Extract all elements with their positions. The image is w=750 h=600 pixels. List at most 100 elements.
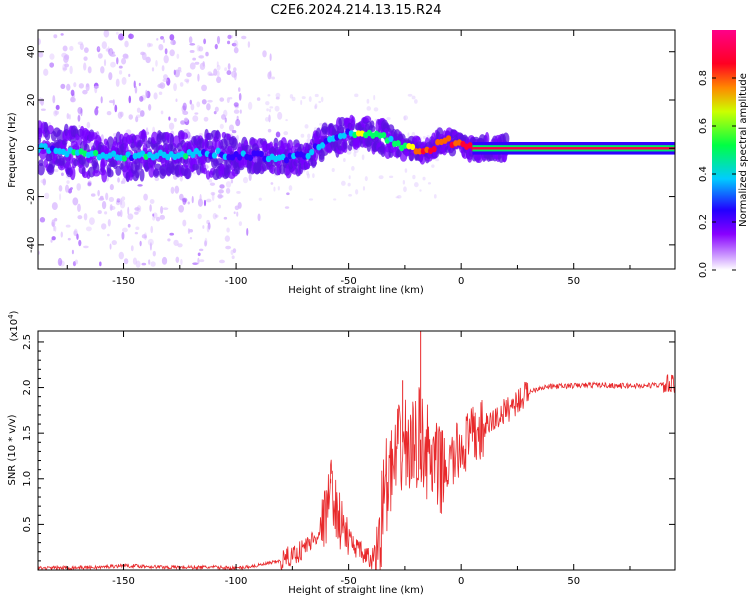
spectrogram-noise-mark bbox=[59, 193, 62, 201]
spectrogram-noise-mark bbox=[173, 69, 176, 76]
spectrogram-noise-mark bbox=[128, 95, 132, 104]
spectrogram-noise-mark bbox=[318, 100, 322, 104]
spectrogram-noise-mark bbox=[155, 59, 158, 67]
spectrogram-noise-mark bbox=[203, 38, 207, 45]
spectrogram-noise-mark bbox=[83, 62, 87, 71]
spectrogram-noise-mark bbox=[155, 216, 161, 222]
spectrogram-noise-mark bbox=[179, 82, 184, 87]
spectrogram-noise-mark bbox=[49, 53, 55, 60]
spectrogram-noise-mark bbox=[169, 34, 175, 41]
spectrogram-noise-mark bbox=[139, 95, 144, 102]
spectrogram-noise-mark bbox=[161, 256, 168, 265]
spectrogram-noise-mark bbox=[149, 242, 152, 251]
spectrogram-band-mark bbox=[369, 120, 375, 129]
spectrogram-noise-mark bbox=[39, 217, 46, 223]
spectrogram-noise-mark bbox=[175, 256, 180, 263]
spectrogram-noise-mark bbox=[233, 102, 239, 107]
spectrogram-noise-mark bbox=[256, 97, 261, 101]
spectrogram-noise-mark bbox=[76, 233, 79, 240]
spectrogram-band-mark bbox=[38, 159, 44, 167]
spectrogram-noise-mark bbox=[433, 194, 437, 199]
spectrogram-ridge-mark bbox=[262, 155, 268, 163]
spectrogram-noise-mark bbox=[135, 116, 139, 123]
spectrogram-xlabel: Height of straight line (km) bbox=[288, 285, 424, 296]
snr-ytick-label: 1.0 bbox=[22, 471, 33, 487]
spectrogram-noise-mark bbox=[110, 205, 116, 210]
colorbar-tick-label: 0.8 bbox=[698, 70, 709, 86]
spectrogram-noise-mark bbox=[210, 191, 216, 196]
spectrogram-noise-mark bbox=[320, 96, 324, 103]
spectrogram-noise-mark bbox=[118, 65, 123, 69]
spectrogram-noise-mark bbox=[203, 116, 209, 122]
spectrogram-noise-mark bbox=[144, 235, 147, 239]
spectrogram-xtick-label: -150 bbox=[112, 276, 135, 287]
spectrogram-noise-mark bbox=[152, 250, 156, 257]
spectrogram-noise-mark bbox=[184, 198, 188, 204]
spectrogram-noise-mark bbox=[275, 131, 281, 138]
spectrogram-noise-mark bbox=[62, 67, 68, 71]
spectrogram-noise-mark bbox=[146, 42, 151, 48]
spectrogram-noise-mark bbox=[225, 181, 232, 188]
spectrogram-noise-mark bbox=[213, 68, 218, 76]
spectrogram-noise-mark bbox=[214, 106, 219, 113]
spectrogram-noise-mark bbox=[351, 166, 355, 171]
spectrogram-noise-mark bbox=[136, 205, 142, 213]
spectrogram-noise-mark bbox=[62, 63, 67, 72]
spectrogram-noise-mark bbox=[267, 94, 271, 97]
snr-marks bbox=[38, 331, 675, 570]
spectrogram-band-mark bbox=[215, 129, 220, 140]
spectrogram-noise-mark bbox=[175, 98, 178, 102]
spectrogram-noise-mark bbox=[178, 205, 185, 213]
spectrogram-noise-mark bbox=[122, 53, 129, 59]
spectrogram-noise-mark bbox=[331, 167, 335, 172]
spectrogram-noise-mark bbox=[66, 83, 71, 91]
spectrogram-noise-mark bbox=[233, 109, 240, 114]
spectrogram-noise-mark bbox=[233, 47, 239, 54]
spectrogram-noise-mark bbox=[150, 225, 154, 234]
spectrogram-noise-mark bbox=[288, 185, 293, 191]
spectrogram-noise-mark bbox=[219, 184, 225, 189]
spectrogram-noise-mark bbox=[99, 261, 102, 267]
colorbar: 0.0 0.2 0.4 0.6 0.8 Normalized spectral ampl… bbox=[698, 30, 749, 278]
spectrogram-noise-mark bbox=[105, 192, 109, 201]
spectrogram-noise-mark bbox=[187, 228, 191, 234]
spectrogram-noise-mark bbox=[221, 114, 226, 120]
snr-ytick-label: 1.5 bbox=[22, 425, 33, 441]
colorbar-tick-label: 0.0 bbox=[698, 262, 709, 278]
spectrogram-noise-mark bbox=[54, 169, 59, 173]
spectrogram-ridge-mark bbox=[240, 150, 246, 157]
spectrogram-noise-mark bbox=[413, 99, 418, 104]
spectrogram-noise-mark bbox=[53, 34, 58, 39]
spectrogram-noise-mark bbox=[308, 96, 312, 102]
spectrogram-noise-mark bbox=[86, 121, 91, 129]
spectrogram-noise-mark bbox=[160, 35, 164, 40]
spectrogram-noise-mark bbox=[236, 190, 241, 194]
spectrogram-tone-core bbox=[472, 147, 675, 150]
spectrogram-band-mark bbox=[148, 165, 155, 178]
spectrogram-noise-mark bbox=[138, 82, 141, 87]
spectrogram-noise-mark bbox=[275, 92, 281, 98]
spectrogram-ridge-mark bbox=[121, 155, 128, 162]
spectrogram-noise-mark bbox=[134, 231, 139, 235]
spectrogram-noise-mark bbox=[233, 40, 239, 48]
colorbar-gradient bbox=[712, 30, 736, 270]
spectrogram-noise-mark bbox=[109, 204, 113, 211]
spectrogram-noise-mark bbox=[218, 189, 224, 194]
spectrogram-noise-mark bbox=[183, 117, 189, 122]
spectrogram-noise-mark bbox=[181, 197, 188, 203]
spectrogram-ridge-mark bbox=[111, 150, 117, 157]
spectrogram-noise-mark bbox=[224, 117, 227, 123]
spectrogram-band-mark bbox=[107, 169, 114, 178]
spectrogram-noise-mark bbox=[121, 227, 128, 233]
spectrogram-noise-mark bbox=[213, 111, 217, 115]
spectrogram-noise-mark bbox=[184, 78, 190, 83]
spectrogram-noise-mark bbox=[109, 53, 116, 57]
spectrogram-noise-mark bbox=[60, 83, 66, 90]
spectrogram-noise-mark bbox=[435, 158, 440, 162]
spectrogram-noise-mark bbox=[145, 56, 151, 64]
spectrogram-noise-mark bbox=[396, 195, 402, 199]
spectrogram-noise-mark bbox=[78, 83, 84, 89]
spectrogram-noise-mark bbox=[158, 43, 164, 51]
spectrogram-noise-mark bbox=[83, 245, 89, 249]
spectrogram-noise-mark bbox=[119, 200, 126, 209]
